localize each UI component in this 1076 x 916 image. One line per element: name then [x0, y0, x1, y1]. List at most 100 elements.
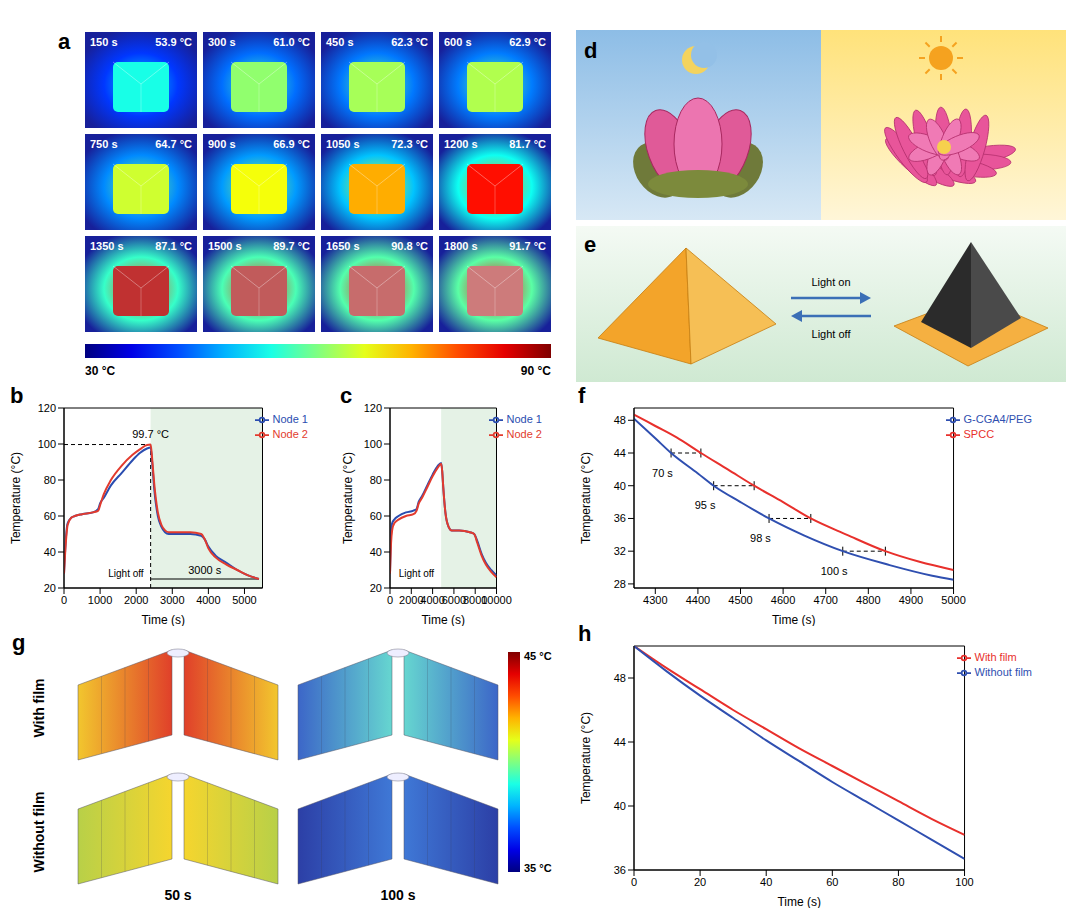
html-text:h: h	[578, 621, 592, 646]
svg-text:4800: 4800	[856, 594, 880, 606]
svg-text:30 °C: 30 °C	[85, 364, 115, 378]
svg-text:40: 40	[614, 800, 626, 812]
svg-text:Without film: Without film	[31, 792, 47, 873]
svg-text:Time (s): Time (s)	[141, 613, 185, 626]
svg-text:150 s: 150 s	[90, 36, 118, 48]
svg-text:87.1 °C: 87.1 °C	[155, 240, 192, 252]
svg-text:1650 s: 1650 s	[326, 240, 360, 252]
svg-text:66.9 °C: 66.9 °C	[273, 138, 310, 150]
svg-text:Time (s): Time (s)	[777, 895, 821, 908]
svg-text:80: 80	[370, 474, 382, 486]
svg-text:60: 60	[370, 510, 382, 522]
svg-text:0: 0	[61, 594, 67, 606]
svg-text:e: e	[584, 232, 596, 257]
svg-text:3000 s: 3000 s	[188, 564, 222, 576]
svg-text:40: 40	[370, 546, 382, 558]
svg-text:20: 20	[694, 876, 706, 888]
svg-text:1200 s: 1200 s	[444, 138, 478, 150]
svg-text:70 s: 70 s	[652, 467, 673, 479]
svg-text:80: 80	[892, 876, 904, 888]
svg-text:36: 36	[614, 512, 626, 524]
svg-text:300 s: 300 s	[208, 36, 236, 48]
svg-text:4500: 4500	[728, 594, 752, 606]
svg-text:99.7 °C: 99.7 °C	[132, 428, 169, 440]
svg-text:50 s: 50 s	[164, 887, 191, 903]
svg-text:4000: 4000	[196, 594, 220, 606]
svg-text:80: 80	[44, 474, 56, 486]
svg-text:98 s: 98 s	[750, 532, 771, 544]
svg-text:Temperature (°C): Temperature (°C)	[580, 712, 593, 804]
svg-text:100 s: 100 s	[821, 565, 848, 577]
svg-text:4300: 4300	[643, 594, 667, 606]
svg-text:62.9 °C: 62.9 °C	[509, 36, 546, 48]
html-text:a: a	[58, 29, 71, 54]
svg-text:Temperature (°C): Temperature (°C)	[580, 452, 593, 544]
svg-text:450 s: 450 s	[326, 36, 354, 48]
svg-text:d: d	[584, 38, 597, 63]
svg-text:1500 s: 1500 s	[208, 240, 242, 252]
svg-text:1050 s: 1050 s	[326, 138, 360, 150]
svg-text:100: 100	[955, 876, 973, 888]
svg-text:Temperature (°C): Temperature (°C)	[342, 452, 355, 544]
svg-text:Light off: Light off	[108, 568, 144, 579]
svg-text:3000: 3000	[160, 594, 184, 606]
svg-text:36: 36	[614, 864, 626, 876]
svg-text:1350 s: 1350 s	[90, 240, 124, 252]
svg-text:95 s: 95 s	[695, 499, 716, 511]
svg-text:60: 60	[826, 876, 838, 888]
svg-text:40: 40	[614, 480, 626, 492]
svg-text:81.7 °C: 81.7 °C	[509, 138, 546, 150]
html-text:b: b	[10, 383, 24, 408]
svg-text:1800 s: 1800 s	[444, 240, 478, 252]
svg-text:With film: With film	[31, 679, 47, 738]
svg-text:Light off: Light off	[812, 328, 852, 340]
svg-text:100: 100	[38, 438, 56, 450]
svg-text:28: 28	[614, 578, 626, 590]
svg-text:91.7 °C: 91.7 °C	[509, 240, 546, 252]
svg-text:60: 60	[44, 510, 56, 522]
svg-text:20: 20	[44, 582, 56, 594]
svg-text:100 s: 100 s	[380, 887, 415, 903]
svg-text:Temperature (°C): Temperature (°C)	[10, 452, 23, 544]
svg-text:90.8 °C: 90.8 °C	[391, 240, 428, 252]
svg-text:Light on: Light on	[811, 276, 850, 288]
svg-text:0: 0	[631, 876, 637, 888]
svg-text:5000: 5000	[941, 594, 965, 606]
svg-text:64.7 °C: 64.7 °C	[155, 138, 192, 150]
svg-text:Time (s): Time (s)	[421, 613, 465, 626]
svg-text:48: 48	[614, 414, 626, 426]
svg-text:44: 44	[614, 447, 626, 459]
svg-text:600 s: 600 s	[444, 36, 472, 48]
svg-text:1000: 1000	[88, 594, 112, 606]
svg-text:750 s: 750 s	[90, 138, 118, 150]
svg-text:100: 100	[364, 438, 382, 450]
svg-text:120: 120	[364, 402, 382, 414]
svg-text:4600: 4600	[771, 594, 795, 606]
svg-text:10000: 10000	[481, 594, 512, 606]
svg-text:35 °C: 35 °C	[524, 862, 552, 874]
svg-text:48: 48	[614, 672, 626, 684]
svg-text:900 s: 900 s	[208, 138, 236, 150]
svg-text:45 °C: 45 °C	[524, 650, 552, 662]
svg-text:g: g	[12, 630, 25, 655]
svg-text:4400: 4400	[686, 594, 710, 606]
svg-text:120: 120	[38, 402, 56, 414]
svg-text:4900: 4900	[899, 594, 923, 606]
svg-text:32: 32	[614, 545, 626, 557]
svg-text:0: 0	[387, 594, 393, 606]
svg-text:40: 40	[44, 546, 56, 558]
svg-text:44: 44	[614, 736, 626, 748]
svg-text:4700: 4700	[813, 594, 837, 606]
svg-text:53.9 °C: 53.9 °C	[155, 36, 192, 48]
svg-text:40: 40	[760, 876, 772, 888]
svg-text:Light off: Light off	[399, 568, 435, 579]
svg-text:Time (s): Time (s)	[772, 613, 816, 626]
svg-text:90 °C: 90 °C	[521, 364, 551, 378]
svg-text:62.3 °C: 62.3 °C	[391, 36, 428, 48]
svg-text:5000: 5000	[232, 594, 256, 606]
svg-text:2000: 2000	[124, 594, 148, 606]
svg-text:61.0 °C: 61.0 °C	[273, 36, 310, 48]
svg-text:72.3 °C: 72.3 °C	[391, 138, 428, 150]
svg-text:20: 20	[370, 582, 382, 594]
svg-text:89.7 °C: 89.7 °C	[273, 240, 310, 252]
